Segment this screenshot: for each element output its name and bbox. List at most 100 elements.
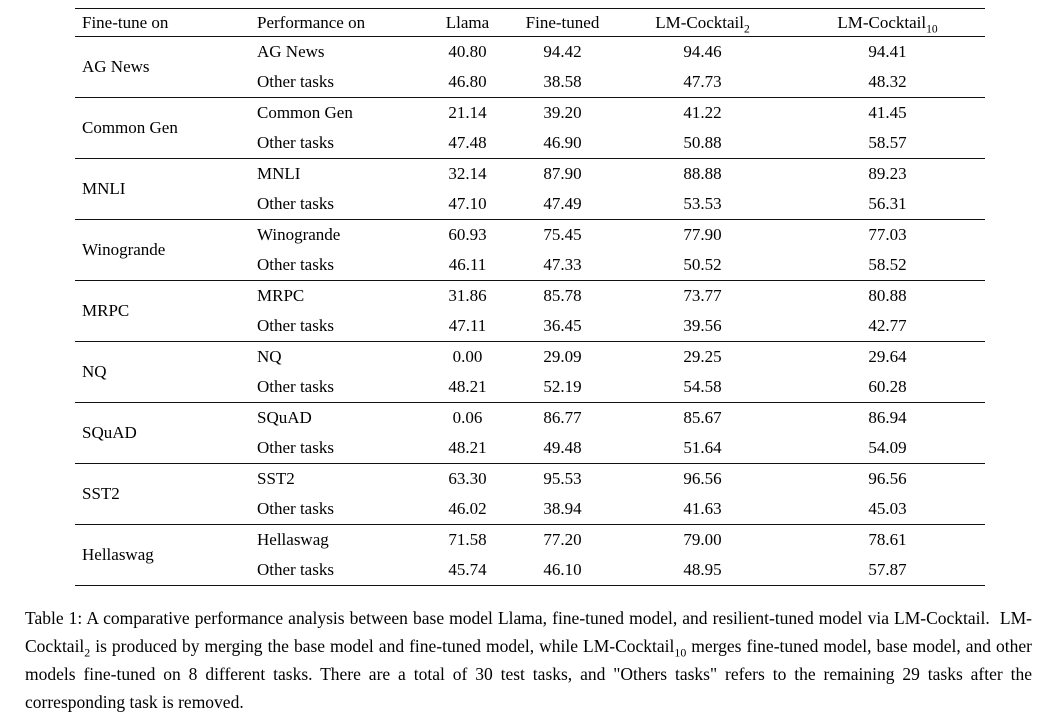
table-row: Other tasks 45.74 46.10 48.95 57.87 (75, 555, 985, 586)
value-cell: 96.56 (868, 469, 907, 488)
value-cell: 63.30 (448, 469, 487, 488)
table-group: MNLI MNLI 32.14 87.90 88.88 89.23 Other tasks 4… (75, 158, 985, 220)
value-cell: 75.45 (543, 225, 582, 244)
fine-tune-on-cell: Winogrande (82, 240, 166, 259)
performance-on-cell: MNLI (257, 164, 301, 183)
performance-on-cell: Common Gen (257, 103, 353, 122)
value-cell: 86.94 (868, 408, 907, 427)
value-cell: 57.87 (868, 560, 907, 579)
performance-on-cell: Other tasks (257, 72, 334, 91)
value-cell: 50.88 (683, 133, 722, 152)
value-cell: 86.77 (543, 408, 582, 427)
value-cell: 80.88 (868, 286, 907, 305)
header-subscript: 2 (743, 21, 750, 35)
value-cell: 29.25 (683, 347, 722, 366)
value-cell: 95.53 (543, 469, 582, 488)
value-cell: 48.21 (448, 377, 487, 396)
performance-on-cell: Other tasks (257, 316, 334, 335)
value-cell: 46.90 (543, 133, 582, 152)
table-row: MRPC MRPC 31.86 85.78 73.77 80.88 (75, 281, 985, 320)
fine-tune-on-cell: AG News (82, 57, 150, 76)
performance-on-cell: Other tasks (257, 499, 334, 518)
value-cell: 46.02 (448, 499, 487, 518)
table-group: SST2 SST2 63.30 95.53 96.56 96.56 Other tasks 4… (75, 463, 985, 525)
header-cell: Llama (445, 12, 490, 32)
value-cell: 29.09 (543, 347, 582, 366)
table-row: Hellaswag Hellaswag 71.58 77.20 79.00 78.61 (75, 525, 985, 564)
value-cell: 54.58 (683, 377, 722, 396)
value-cell: 51.64 (683, 438, 722, 457)
fine-tune-on-cell: SQuAD (82, 423, 137, 442)
table-row: Other tasks 46.80 38.58 47.73 48.32 (75, 67, 985, 98)
performance-on-cell: Other tasks (257, 560, 334, 579)
table-row: Other tasks 46.02 38.94 41.63 45.03 (75, 494, 985, 525)
header-cell: LM-Cocktail2 (655, 12, 750, 35)
table-row: SQuAD SQuAD 0.06 86.77 85.67 86.94 (75, 403, 985, 442)
fine-tune-on-cell: Hellaswag (82, 545, 154, 564)
value-cell: 45.03 (868, 499, 907, 518)
value-cell: 41.63 (683, 499, 722, 518)
value-cell: 58.52 (868, 255, 907, 274)
table-group: NQ NQ 0.00 29.09 29.25 29.64 Other tasks 48.21 5… (75, 341, 985, 403)
table-row: Other tasks 47.10 47.49 53.53 56.31 (75, 189, 985, 220)
value-cell: 0.00 (452, 347, 483, 366)
fine-tune-on-cell: Common Gen (82, 118, 178, 137)
value-cell: 58.57 (868, 133, 907, 152)
fine-tune-on-cell: MRPC (82, 301, 130, 320)
value-cell: 85.78 (543, 286, 582, 305)
value-cell: 87.90 (543, 164, 582, 183)
value-cell: 29.64 (868, 347, 907, 366)
value-cell: 89.23 (868, 164, 907, 183)
fine-tune-on-cell: SST2 (82, 484, 120, 503)
value-cell: 77.03 (868, 225, 907, 244)
value-cell: 39.20 (543, 103, 582, 122)
value-cell: 46.11 (448, 255, 487, 274)
value-cell: 32.14 (448, 164, 487, 183)
performance-on-cell: Other tasks (257, 438, 334, 457)
value-cell: 41.22 (683, 103, 722, 122)
table-row: Winogrande Winogrande 60.93 75.45 77.90 77.03 (75, 220, 985, 259)
value-cell: 48.21 (448, 438, 487, 457)
performance-on-cell: NQ (257, 347, 282, 366)
value-cell: 48.32 (868, 72, 907, 91)
value-cell: 45.74 (448, 560, 487, 579)
header-cell: LM-Cocktail10 (837, 12, 938, 35)
value-cell: 42.77 (868, 316, 907, 335)
value-cell: 77.20 (543, 530, 582, 549)
value-cell: 94.42 (543, 42, 582, 61)
value-cell: 94.41 (868, 42, 907, 61)
performance-on-cell: Other tasks (257, 377, 334, 396)
performance-on-cell: Winogrande (257, 225, 341, 244)
performance-on-cell: AG News (257, 42, 325, 61)
value-cell: 46.80 (448, 72, 487, 91)
fine-tune-on-cell: NQ (82, 362, 107, 381)
value-cell: 60.93 (448, 225, 487, 244)
table-row: Other tasks 46.11 47.33 50.52 58.52 (75, 250, 985, 281)
results-table: Fine-tune on Performance on Llama Fine-tune… (75, 8, 985, 586)
value-cell: 78.61 (868, 530, 907, 549)
performance-on-cell: SQuAD (257, 408, 312, 427)
header-cell: Fine-tuned (525, 12, 600, 32)
caption-subscript: 10 (674, 645, 687, 660)
value-cell: 73.77 (683, 286, 722, 305)
value-cell: 49.48 (543, 438, 582, 457)
value-cell: 60.28 (868, 377, 907, 396)
fine-tune-on-cell: MNLI (82, 179, 126, 198)
performance-on-cell: SST2 (257, 469, 295, 488)
value-cell: 39.56 (683, 316, 722, 335)
value-cell: 38.58 (543, 72, 582, 91)
value-cell: 88.88 (683, 164, 722, 183)
value-cell: 47.10 (448, 194, 487, 213)
value-cell: 0.06 (452, 408, 483, 427)
table-row: AG News AG News 40.80 94.42 94.46 94.41 (75, 37, 985, 76)
table-row: Other tasks 48.21 52.19 54.58 60.28 (75, 372, 985, 403)
value-cell: 71.58 (448, 530, 487, 549)
header-row: Fine-tune on Performance on Llama Fine-tune… (75, 9, 985, 37)
performance-on-cell: MRPC (257, 286, 305, 305)
table-row: Other tasks 48.21 49.48 51.64 54.09 (75, 433, 985, 464)
value-cell: 96.56 (683, 469, 722, 488)
header-cell: Performance on (257, 12, 366, 32)
value-cell: 38.94 (543, 499, 582, 518)
value-cell: 21.14 (448, 103, 487, 122)
